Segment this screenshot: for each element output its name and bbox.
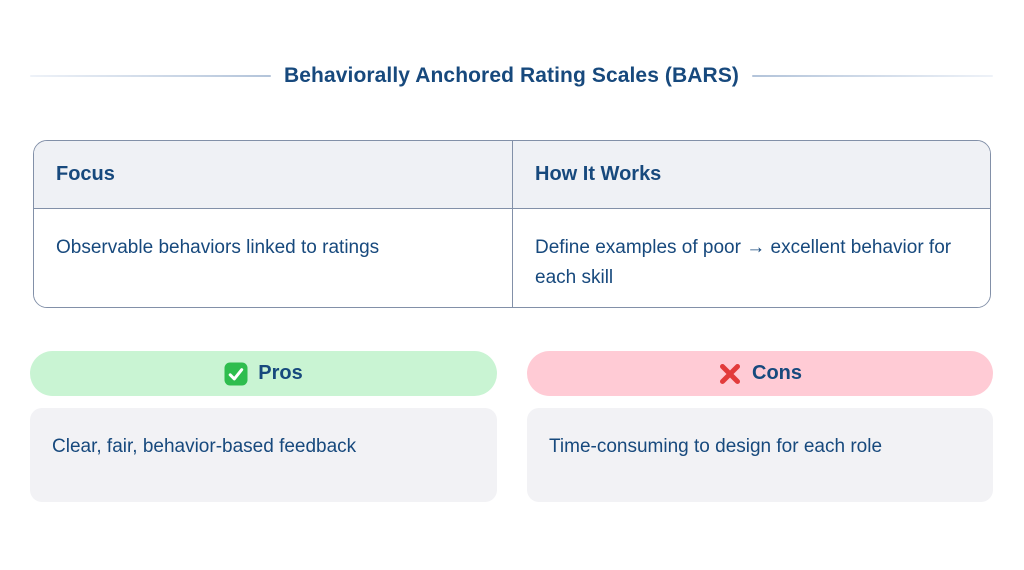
table-header-focus: Focus [34,141,513,209]
table-cell-how-it-works: Define examples of poor → excellent beha… [513,209,990,307]
cons-note: Time-consuming to design for each role [527,408,993,502]
title-rule-left [30,75,271,77]
cross-mark-icon [718,362,742,386]
pros-note: Clear, fair, behavior-based feedback [30,408,497,502]
cons-label: Cons [752,362,802,384]
bars-table: Focus How It Works Observable behaviors … [33,140,991,308]
title-rule-right [752,75,994,77]
table-cell-focus: Observable behaviors linked to ratings [34,209,513,307]
check-mark-icon [224,362,248,386]
pros-pill: Pros [30,351,497,396]
pros-label: Pros [258,362,303,384]
cons-pill: Cons [527,351,993,396]
title-row: Behaviorally Anchored Rating Scales (BAR… [30,64,994,88]
table-cell-how-it-works-text: Define examples of poor → excellent beha… [535,237,952,288]
page-title: Behaviorally Anchored Rating Scales (BAR… [283,64,740,87]
table-header-how-it-works: How It Works [513,141,990,209]
